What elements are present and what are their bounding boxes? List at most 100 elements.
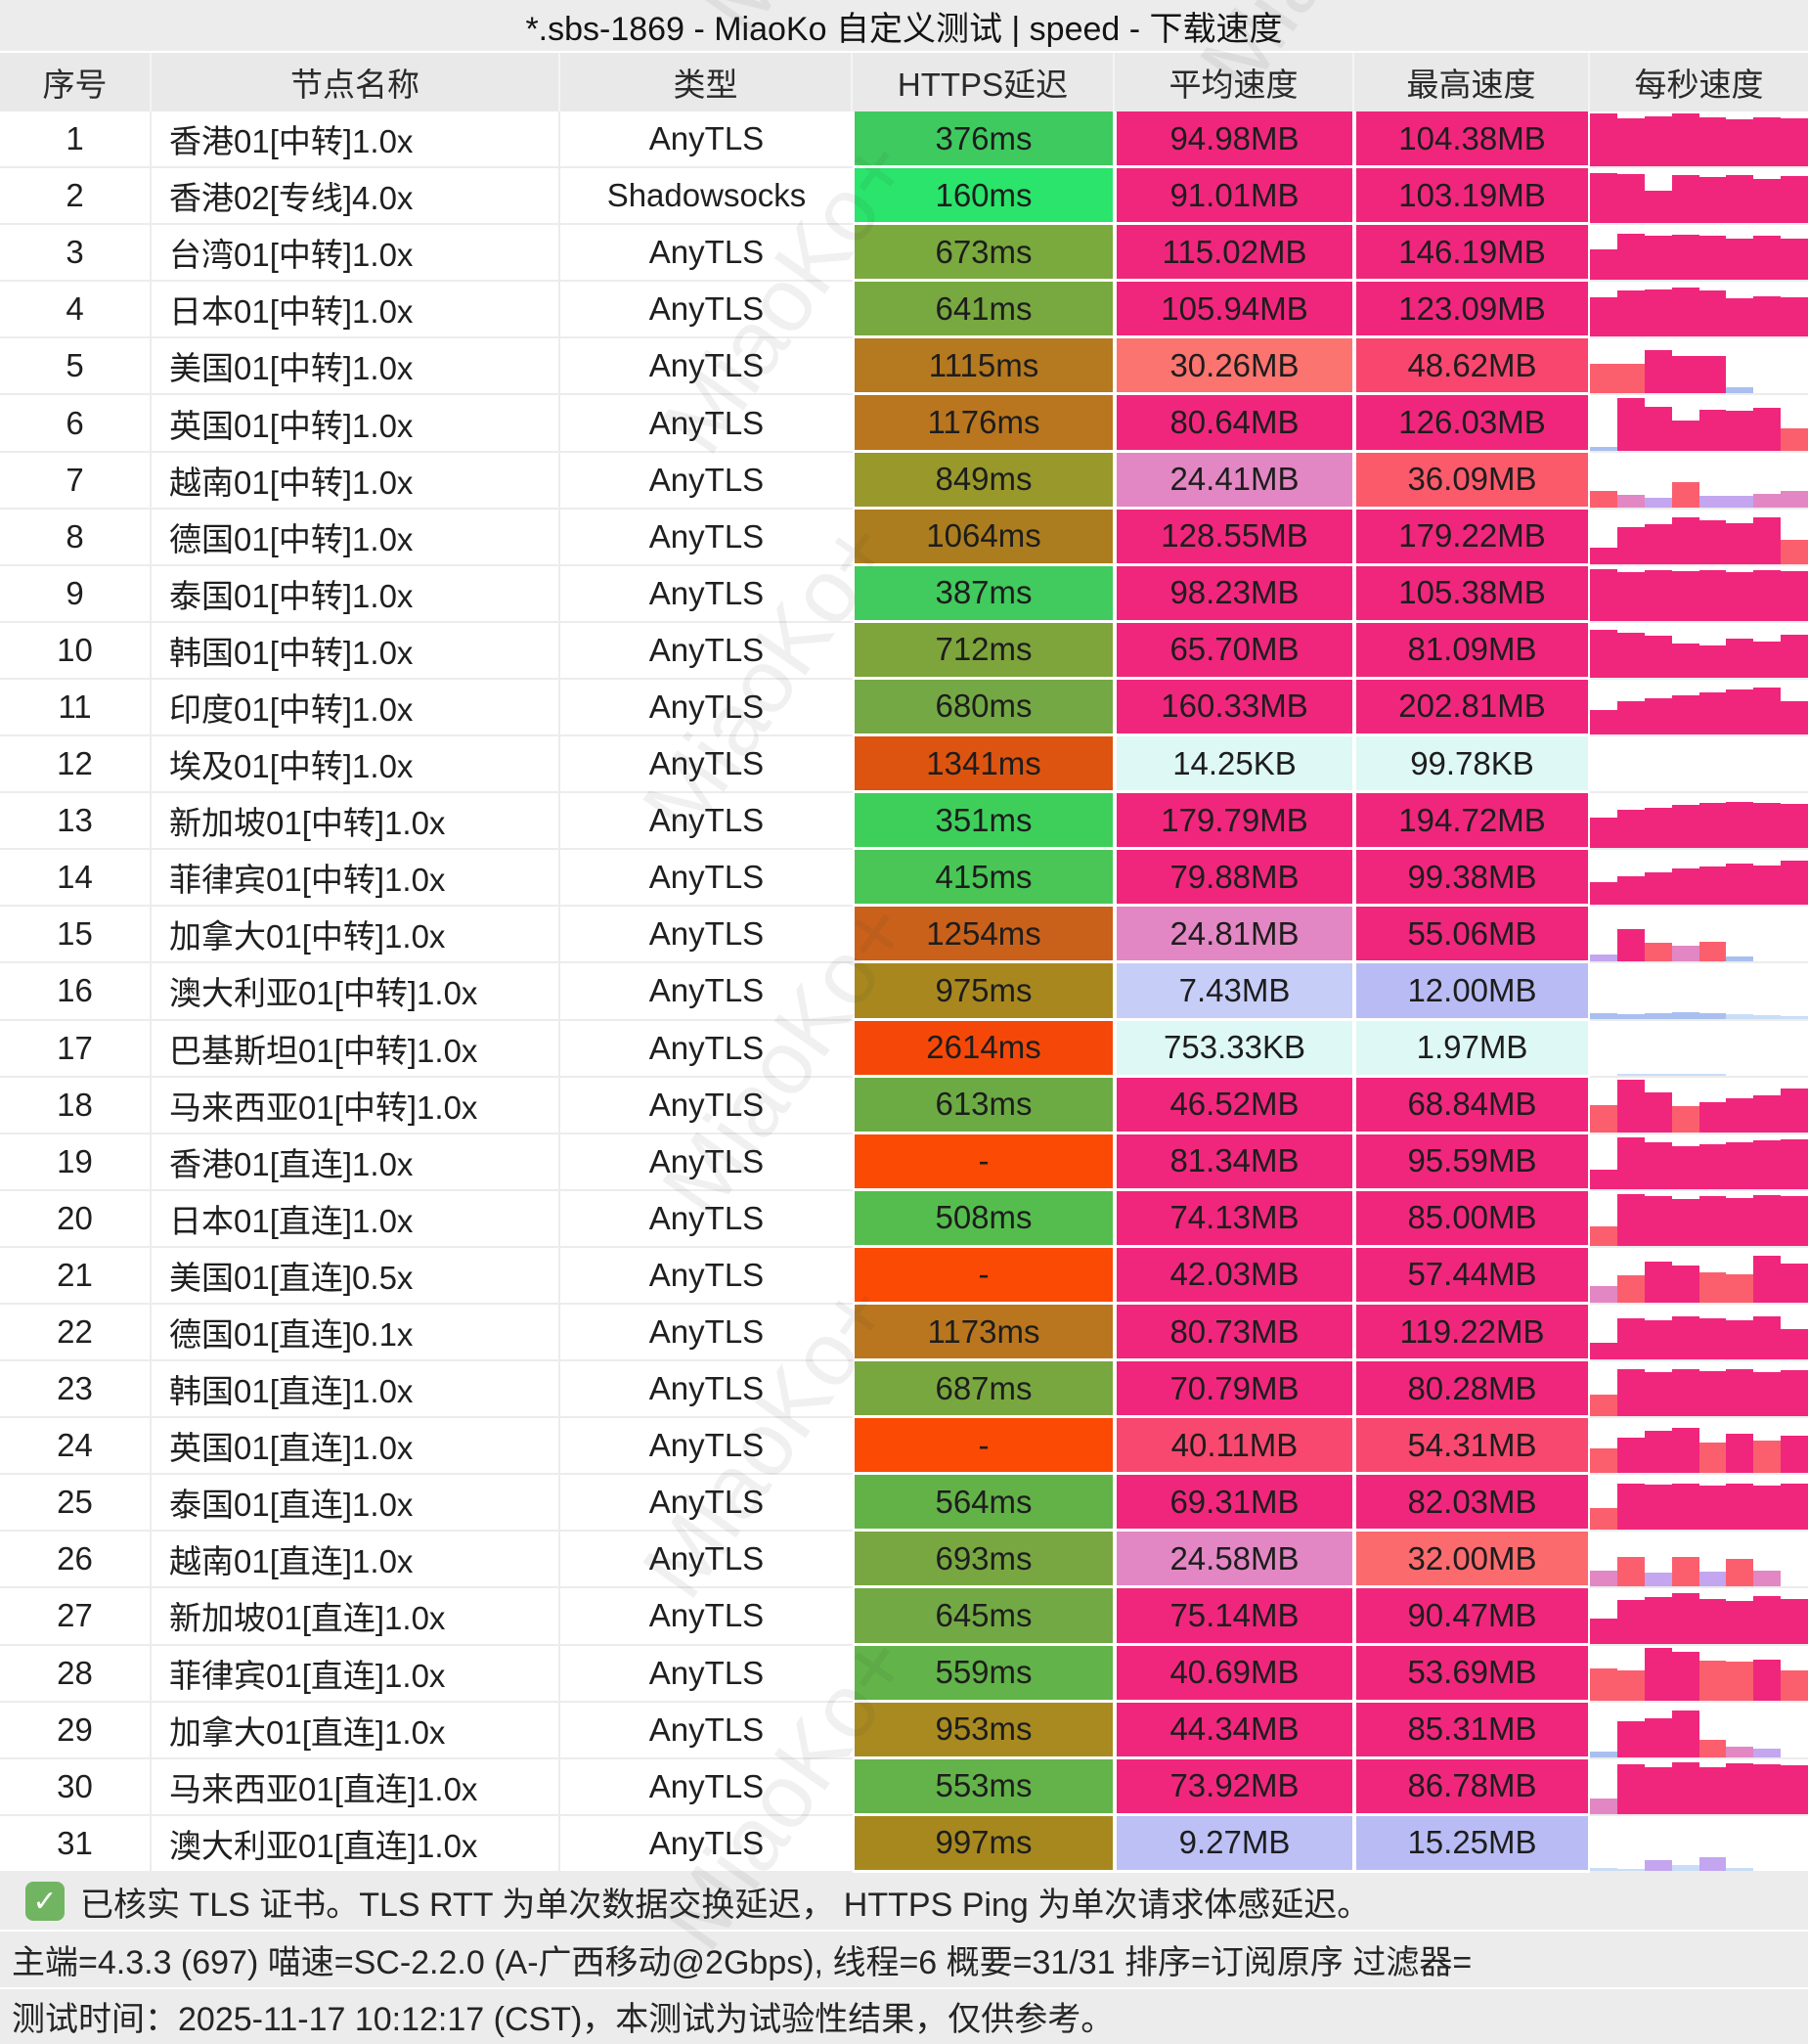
speed-bar: [1644, 1319, 1672, 1360]
speed-bar: [1698, 942, 1727, 962]
speed-bar: [1616, 632, 1645, 678]
speed-bar: [1644, 1372, 1672, 1417]
max-speed-cell: 95.59MB: [1354, 1133, 1590, 1191]
avg-speed-cell: 98.23MB: [1115, 565, 1354, 623]
speed-bar: [1781, 804, 1808, 849]
node-name: 菲律宾01[中转]1.0x: [152, 850, 560, 908]
row-index: 7: [0, 452, 152, 510]
latency-cell: -: [853, 1133, 1115, 1191]
speed-bar: [1753, 295, 1782, 337]
table-row: 17 巴基斯坦01[中转]1.0x AnyTLS 2614ms 753.33KB…: [0, 1020, 1808, 1078]
footer-test-time: 测试时间：2025-11-17 10:12:17 (CST)，本测试为试验性结果…: [0, 1986, 1808, 2044]
speed-bar: [1671, 694, 1699, 735]
speed-bar: [1671, 1428, 1699, 1474]
speed-bar: [1671, 1198, 1699, 1246]
table-row: 29 加拿大01[直连]1.0x AnyTLS 953ms 44.34MB 85…: [0, 1702, 1808, 1759]
row-index: 19: [0, 1133, 152, 1191]
speed-bar: [1671, 356, 1699, 394]
node-type: AnyTLS: [560, 510, 853, 566]
speed-bar: [1698, 1661, 1727, 1701]
speed-bar: [1726, 1868, 1754, 1871]
speed-bar: [1590, 490, 1617, 508]
avg-speed-cell: 24.58MB: [1115, 1532, 1354, 1588]
speed-bar: [1753, 1140, 1782, 1189]
speed-bar: [1616, 1014, 1645, 1019]
speed-bar: [1590, 881, 1617, 906]
speed-bar: [1726, 1097, 1754, 1133]
speed-bar: [1671, 1011, 1699, 1019]
speed-bar: [1644, 406, 1672, 451]
speed-bar: [1753, 1659, 1782, 1701]
speed-bar: [1671, 1483, 1699, 1531]
speed-bar: [1726, 1559, 1754, 1587]
row-index: 14: [0, 850, 152, 908]
speed-bar: [1616, 233, 1645, 281]
speed-bar: [1781, 239, 1808, 281]
node-name: 美国01[直连]0.5x: [152, 1247, 560, 1305]
node-type: AnyTLS: [560, 623, 853, 680]
max-speed-cell: 32.00MB: [1354, 1532, 1590, 1588]
header-avg-speed: 平均速度: [1115, 53, 1354, 111]
speed-bar: [1671, 1105, 1699, 1133]
speed-bar: [1781, 1370, 1808, 1417]
speed-bar: [1644, 1430, 1672, 1474]
latency-cell: 387ms: [853, 565, 1115, 623]
latency-cell: 351ms: [853, 793, 1115, 850]
speed-bar: [1616, 1764, 1645, 1814]
speed-bar: [1753, 236, 1782, 281]
per-second-chart: [1590, 680, 1808, 737]
speed-bar: [1644, 1261, 1672, 1303]
speed-bar: [1753, 1596, 1782, 1644]
speed-bar: [1698, 866, 1727, 906]
latency-cell: 712ms: [853, 622, 1115, 680]
node-type: AnyTLS: [560, 680, 853, 737]
node-name: 新加坡01[直连]1.0x: [152, 1588, 560, 1646]
node-name: 菲律宾01[直连]1.0x: [152, 1645, 560, 1703]
row-index: 28: [0, 1645, 152, 1703]
avg-speed-cell: 7.43MB: [1115, 963, 1354, 1020]
per-second-chart: [1590, 1646, 1808, 1703]
max-speed-cell: 104.38MB: [1354, 111, 1590, 168]
latency-cell: 953ms: [853, 1702, 1115, 1759]
node-type: AnyTLS: [560, 1475, 853, 1533]
node-name: 韩国01[中转]1.0x: [152, 622, 560, 680]
latency-cell: 849ms: [853, 452, 1115, 510]
speed-bar: [1753, 1440, 1782, 1474]
table-row: 9 泰国01[中转]1.0x AnyTLS 387ms 98.23MB 105.…: [0, 565, 1808, 623]
speed-bar: [1644, 871, 1672, 906]
row-index: 9: [0, 565, 152, 623]
speed-bar: [1590, 954, 1617, 962]
per-second-chart: [1590, 168, 1808, 226]
speed-bar: [1698, 1143, 1727, 1189]
speed-bar: [1590, 1104, 1617, 1133]
speed-bar: [1616, 173, 1645, 224]
row-index: 4: [0, 282, 152, 339]
per-second-chart: [1590, 1588, 1808, 1646]
speed-bar: [1698, 1012, 1727, 1019]
avg-speed-cell: 9.27MB: [1115, 1815, 1354, 1873]
speed-bar: [1726, 119, 1754, 167]
max-speed-cell: 123.09MB: [1354, 282, 1590, 338]
speed-bar: [1726, 1319, 1754, 1360]
speed-bar: [1781, 117, 1808, 167]
speed-bar: [1590, 1619, 1617, 1644]
speed-bar: [1616, 1669, 1645, 1701]
verified-check-icon: ✓: [25, 1882, 65, 1922]
speed-bar: [1781, 297, 1808, 337]
table-row: 16 澳大利亚01[中转]1.0x AnyTLS 975ms 7.43MB 12…: [0, 963, 1808, 1021]
speed-bar: [1671, 805, 1699, 849]
speed-bar: [1753, 1372, 1782, 1417]
row-index: 18: [0, 1077, 152, 1134]
speed-bar: [1726, 955, 1754, 962]
speed-bar: [1726, 1433, 1754, 1474]
speed-bar: [1726, 1600, 1754, 1644]
speed-bar: [1590, 1799, 1617, 1814]
table-row: 13 新加坡01[中转]1.0x AnyTLS 351ms 179.79MB 1…: [0, 793, 1808, 851]
node-type: AnyTLS: [560, 1532, 853, 1589]
per-second-chart: [1590, 850, 1808, 908]
node-name: 香港01[中转]1.0x: [152, 111, 560, 169]
speed-bar: [1590, 568, 1617, 621]
speed-bar: [1726, 386, 1754, 394]
speed-bar: [1671, 287, 1699, 337]
row-index: 25: [0, 1475, 152, 1533]
